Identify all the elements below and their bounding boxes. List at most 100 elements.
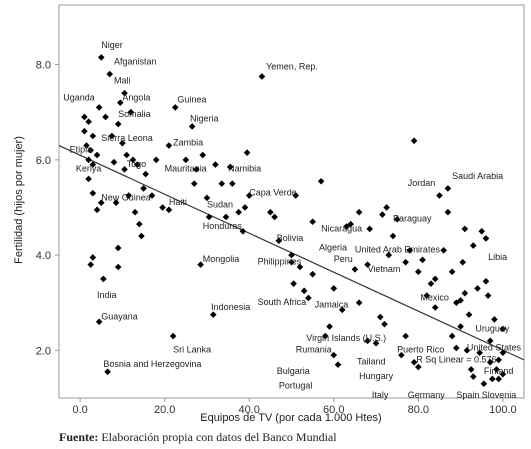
- data-point: [89, 254, 97, 261]
- point-label: Haiti: [169, 197, 187, 207]
- data-point: [330, 285, 338, 292]
- x-tick-label: 40.0: [239, 404, 260, 416]
- data-point: [309, 270, 316, 278]
- data-point: [459, 258, 467, 266]
- data-point: [290, 280, 297, 287]
- point-label: Tailand: [357, 357, 386, 367]
- data-point: [114, 263, 122, 271]
- point-label: Mexico: [420, 292, 449, 302]
- data-point: [152, 156, 160, 164]
- data-point: [275, 237, 283, 245]
- x-axis-title: Equipos de TV (por cada 1.000 Htes): [200, 412, 381, 424]
- data-point: [100, 275, 107, 283]
- point-label: Bulgaria: [277, 366, 310, 376]
- point-label: Vietnam: [368, 264, 401, 274]
- point-label: Libia: [488, 252, 507, 262]
- data-point: [406, 247, 414, 254]
- data-point: [457, 297, 464, 304]
- data-point: [182, 156, 190, 164]
- data-point: [171, 104, 179, 111]
- data-point: [197, 261, 204, 268]
- y-axis-title: Fertilidad (hijos por mujer): [13, 136, 25, 264]
- data-point: [427, 280, 435, 287]
- data-point: [93, 206, 101, 214]
- data-point: [440, 247, 447, 254]
- y-tick-label: 6.0: [36, 155, 51, 167]
- axis-ticks: 0.0 20.0 40.0 60.0 80.0 100.0 2.0 4.0 6.0 8.0: [36, 60, 517, 416]
- data-point: [484, 292, 492, 299]
- plot-frame: [58, 4, 525, 399]
- point-label: Mauritania: [165, 164, 207, 174]
- point-label: Algeria: [319, 242, 347, 252]
- point-label: Angola: [122, 92, 150, 102]
- point-label: Nicaragua: [321, 223, 362, 233]
- data-point: [355, 299, 363, 307]
- data-point: [97, 54, 105, 61]
- data-point: [140, 185, 147, 192]
- point-label: Kenya: [76, 164, 102, 174]
- point-label: Paraguay: [393, 214, 432, 224]
- data-point: [203, 194, 211, 202]
- data-point: [338, 306, 346, 314]
- point-label: Bolivia: [277, 233, 304, 243]
- point-label: United States: [467, 342, 522, 352]
- data-point: [334, 361, 342, 368]
- source-note: Fuente: Elaboración propia con datos del…: [59, 430, 337, 445]
- data-point: [87, 146, 95, 154]
- point-label: Guinea: [177, 95, 206, 105]
- data-point: [448, 268, 456, 276]
- data-point: [383, 204, 390, 211]
- data-point: [258, 73, 266, 80]
- data-point: [469, 242, 477, 249]
- data-point: [241, 204, 249, 211]
- data-point: [245, 192, 253, 199]
- data-point: [209, 311, 217, 318]
- data-point: [461, 289, 469, 297]
- point-label: Uganda: [63, 92, 95, 102]
- data-point: [87, 261, 95, 268]
- x-tick-label: 60.0: [323, 404, 344, 416]
- point-label: Slovenia: [482, 390, 517, 400]
- data-point: [267, 208, 274, 216]
- data-point: [499, 325, 507, 333]
- data-point: [95, 104, 103, 111]
- data-point: [131, 208, 139, 216]
- data-point: [296, 263, 304, 271]
- data-point: [343, 223, 350, 230]
- point-label: Niger: [101, 40, 123, 50]
- data-point: [212, 161, 219, 168]
- point-label: Philippines: [258, 257, 302, 267]
- data-point: [89, 189, 97, 197]
- point-label: Yemen, Rep.: [266, 61, 318, 71]
- data-point: [85, 175, 92, 183]
- y-tick-label: 4.0: [36, 250, 51, 262]
- point-label: Bosnia and Herzegovina: [103, 359, 201, 369]
- point-label: Guayana: [101, 311, 138, 321]
- data-point: [235, 208, 242, 216]
- data-point: [347, 220, 354, 228]
- data-point: [398, 351, 405, 359]
- data-point: [127, 108, 135, 116]
- data-point: [123, 151, 130, 159]
- data-point: [366, 225, 374, 233]
- data-point: [480, 380, 488, 388]
- data-point: [431, 275, 439, 283]
- data-point: [457, 323, 464, 330]
- data-point: [169, 332, 177, 340]
- data-point: [190, 180, 198, 187]
- data-point: [93, 151, 101, 159]
- data-point: [376, 313, 384, 321]
- y-tick-label: 2.0: [36, 345, 51, 357]
- data-point: [467, 366, 475, 373]
- data-point: [415, 363, 422, 371]
- point-annotations: Niger Afganistan Mali Uganda Angola Guinea Yem…: [63, 40, 521, 400]
- point-label: Namibia: [228, 164, 261, 174]
- data-point: [488, 375, 496, 383]
- data-point: [288, 251, 295, 259]
- data-point: [436, 192, 443, 199]
- point-label: Peru: [334, 254, 353, 264]
- data-point: [326, 323, 333, 330]
- data-point: [104, 368, 111, 376]
- data-point: [97, 199, 105, 206]
- data-point: [239, 227, 247, 235]
